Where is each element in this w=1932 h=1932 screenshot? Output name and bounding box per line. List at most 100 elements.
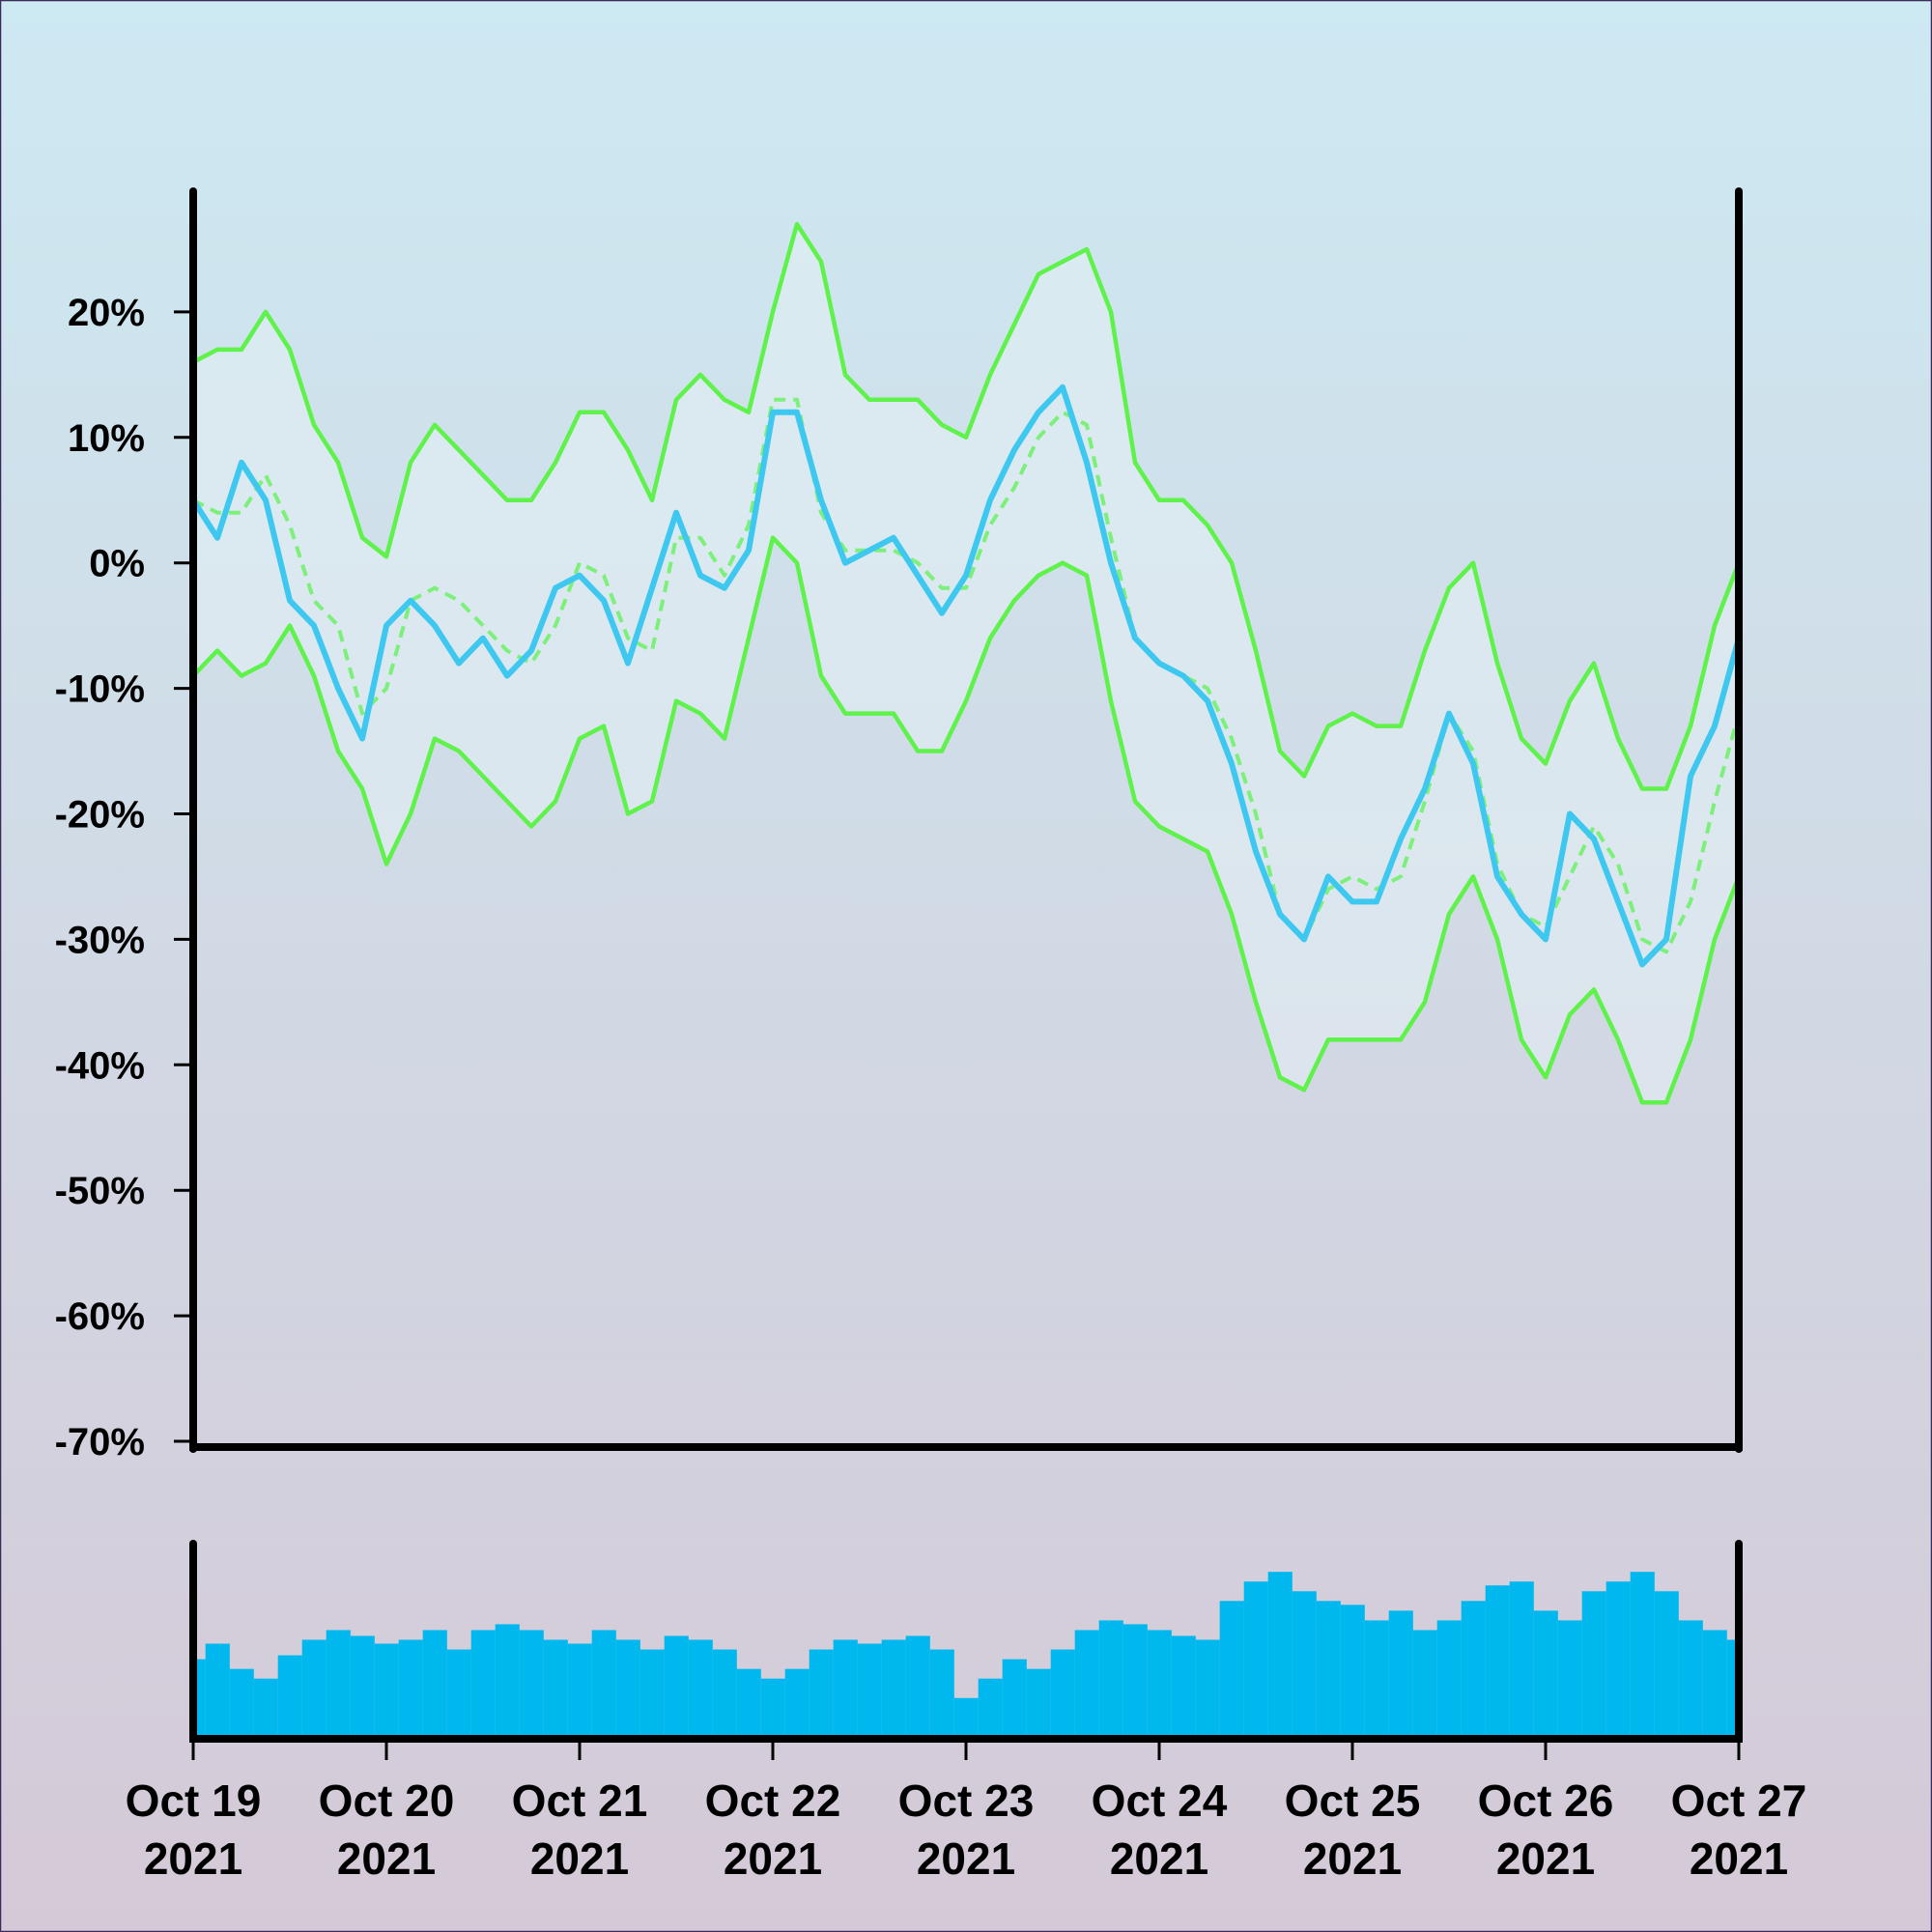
volume-bar (229, 1668, 254, 1737)
volume-bar (1002, 1659, 1027, 1737)
volume-bar (1243, 1581, 1268, 1737)
x-tick-label-line: Oct 26 (1478, 1776, 1614, 1826)
y-tick-label: -20% (55, 794, 145, 837)
volume-bar (446, 1649, 471, 1737)
x-tick-label-line: Oct 23 (898, 1776, 1035, 1826)
x-tick-label: Oct 21 2021 (512, 1776, 648, 1884)
price-plot (193, 221, 1739, 1105)
volume-bar (1605, 1581, 1631, 1737)
x-tick-label: Oct 23 2021 (898, 1776, 1035, 1884)
volume-bar (567, 1643, 592, 1737)
volume-bar (519, 1630, 544, 1737)
price-line (193, 384, 1739, 968)
volume-bar (591, 1630, 616, 1737)
x-tick-label: Oct 20 2021 (319, 1776, 455, 1884)
x-tick-label: Oct 27 2021 (1671, 1776, 1807, 1884)
x-tick-label-line: 2021 (144, 1833, 242, 1884)
x-tick-label-line: 2021 (1110, 1833, 1208, 1884)
volume-bar (1316, 1601, 1341, 1737)
volume-bar (760, 1678, 785, 1737)
labels: 20% 10% 0% -10% -20% -30% -40% -50% -60% -70% Oct … (55, 292, 1807, 1884)
volume-bar (688, 1639, 713, 1737)
volume-bar (1436, 1620, 1462, 1737)
volume-bar (1098, 1620, 1123, 1737)
x-tick-label: Oct 24 2021 (1092, 1776, 1228, 1884)
x-tick-label-line: 2021 (530, 1833, 629, 1884)
volume-bar (929, 1649, 954, 1737)
volume-bar (543, 1639, 568, 1737)
volume-bar (784, 1668, 810, 1737)
volume-bar (1122, 1624, 1148, 1737)
band-line (193, 535, 1739, 1105)
volume-bar (422, 1630, 447, 1737)
x-tick-label-line: 2021 (337, 1833, 436, 1884)
volume-bar (736, 1668, 761, 1737)
volume-bar (1388, 1610, 1413, 1737)
volume-bar (1461, 1601, 1486, 1737)
y-tick-label: -10% (55, 668, 145, 711)
y-tick-label: 10% (68, 417, 145, 460)
volume-bar (1267, 1572, 1293, 1737)
volume-bar (1485, 1585, 1510, 1737)
middle-band (193, 397, 1739, 954)
band-line (193, 221, 1739, 791)
y-tick-label: -50% (55, 1170, 145, 1212)
x-tick-label: Oct 19 2021 (126, 1776, 262, 1884)
x-tick-label: Oct 25 2021 (1285, 1776, 1421, 1884)
x-tick-label-line: Oct 27 (1671, 1776, 1807, 1826)
volume-bar (905, 1635, 930, 1737)
volume-bar (881, 1639, 906, 1737)
volume-bar (1050, 1649, 1075, 1737)
x-tick-label-line: 2021 (1303, 1833, 1402, 1884)
volume-bar (1509, 1581, 1534, 1737)
band-fill (193, 223, 1739, 1103)
volume-bar (1533, 1610, 1558, 1737)
y-tick-label: -40% (55, 1044, 145, 1087)
volume-bar (953, 1697, 979, 1737)
volume-bar (470, 1630, 496, 1737)
volume-bar (664, 1635, 689, 1737)
y-tick-label: -60% (55, 1295, 145, 1338)
x-tick-label-line: Oct 20 (319, 1776, 455, 1826)
volume-bar (1412, 1630, 1437, 1737)
x-tick-label: Oct 22 2021 (705, 1776, 841, 1884)
volume-bar (205, 1643, 230, 1737)
volume-bar (1026, 1668, 1051, 1737)
x-tick-label-line: 2021 (724, 1833, 822, 1884)
x-tick-label-line: 2021 (917, 1833, 1015, 1884)
volume-bar (1654, 1591, 1679, 1737)
volume-bar (1219, 1601, 1244, 1737)
volume-bar (1581, 1591, 1606, 1737)
volume-plot (193, 1572, 1739, 1737)
volume-bar (712, 1649, 737, 1737)
volume-bar (1557, 1620, 1582, 1737)
volume-bar (1630, 1572, 1655, 1737)
volume-bar (1171, 1635, 1196, 1737)
volume-bar (639, 1649, 665, 1737)
volume-bar (253, 1678, 278, 1737)
x-tick-label-line: Oct 22 (705, 1776, 841, 1826)
volume-bar (1340, 1605, 1365, 1737)
x-tick-label: Oct 26 2021 (1478, 1776, 1614, 1884)
volume-bar (495, 1624, 520, 1737)
y-tick-label: 0% (89, 543, 145, 585)
x-tick-label-line: Oct 21 (512, 1776, 648, 1826)
x-tick-label-line: Oct 24 (1092, 1776, 1228, 1826)
volume-bar (326, 1630, 351, 1737)
x-tick-label-line: 2021 (1690, 1833, 1788, 1884)
volume-bar (1364, 1620, 1389, 1737)
volume-bar (978, 1678, 1003, 1737)
x-tick-label-line: Oct 19 (126, 1776, 262, 1826)
volume-bar (398, 1639, 423, 1737)
volume-bar (833, 1639, 858, 1737)
volume-bar (277, 1655, 302, 1737)
volume-bar (1702, 1630, 1727, 1737)
volume-bar (374, 1643, 399, 1737)
volume-bar (301, 1639, 327, 1737)
volume-bar (1147, 1630, 1172, 1737)
volume-bar (1292, 1591, 1317, 1737)
y-tick-label: -30% (55, 919, 145, 961)
volume-bar (1074, 1630, 1099, 1737)
volume-bar (857, 1643, 882, 1737)
